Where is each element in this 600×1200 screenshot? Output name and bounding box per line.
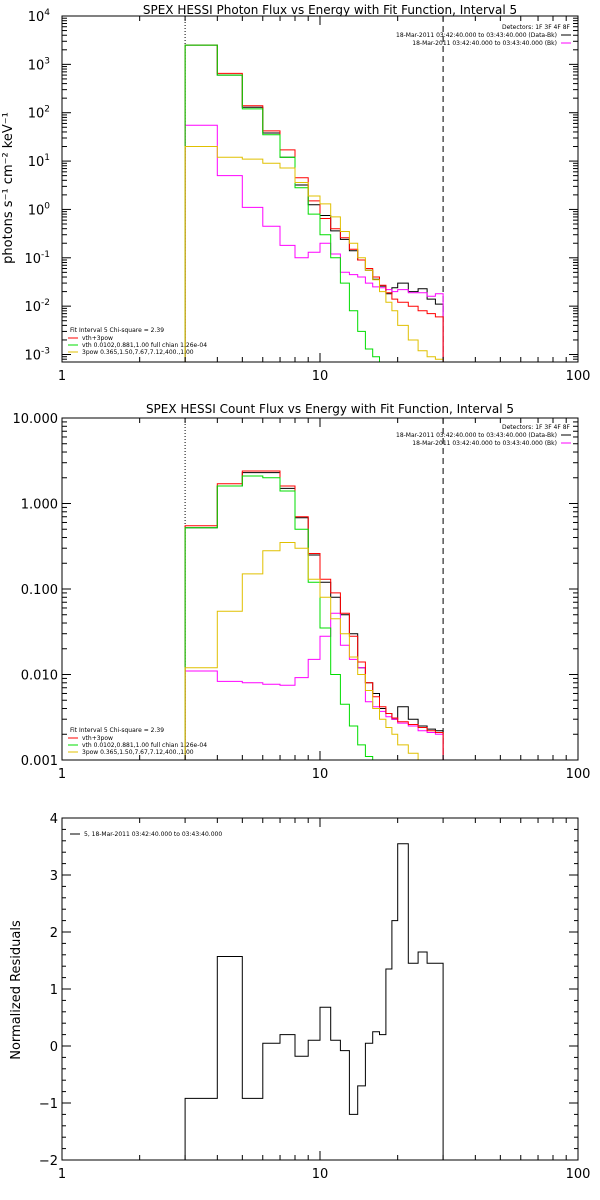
residuals-plot-area — [184, 843, 444, 1160]
legend-3pow: 3pow 0.365,1.50,7.67,7.12,400.,1.00 — [82, 349, 194, 356]
y-tick-label: 0.100 — [21, 583, 58, 598]
series-bk — [184, 124, 444, 362]
legend-detectors: Detectors: 1F 3F 4F 8F — [502, 424, 571, 431]
y-tick-label: 1 — [50, 983, 58, 998]
photon-flux-title: SPEX HESSI Photon Flux vs Energy with Fi… — [143, 3, 517, 17]
photon-flux-plot-area — [184, 16, 444, 362]
x-tick-label: 10 — [312, 1167, 329, 1182]
count-flux-axes: 1 10 100 0.001 0.010 0.100 1.000 10.000 — [13, 412, 591, 782]
residuals-ylabel: Normalized Residuals — [9, 920, 24, 1060]
y-tick-label: 10.000 — [13, 412, 59, 427]
x-tick-label: 100 — [566, 369, 591, 384]
photon-flux-legend-top-right: Detectors: 1F 3F 4F 8F 18-Mar-2011 03:42… — [396, 24, 571, 47]
x-tick-label: 100 — [566, 1167, 591, 1182]
y-tick-label: 104 — [28, 8, 51, 25]
y-tick-label: −2 — [39, 1154, 58, 1169]
photon-flux-panel: SPEX HESSI Photon Flux vs Energy with Fi… — [1, 3, 590, 384]
series-3pow — [184, 146, 444, 362]
photon-flux-frame — [61, 15, 579, 363]
y-tick-label: 101 — [28, 153, 50, 170]
legend-fit-interval: Fit Interval 5 Chi-square = 2.39 — [70, 727, 164, 734]
y-tick-label: 4 — [50, 812, 58, 827]
legend-data-bk: 18-Mar-2011 03:42:40.000 to 03:43:40.000… — [396, 432, 557, 439]
series-data-bk — [184, 472, 444, 760]
legend-vth3pow: vth+3pow — [82, 735, 113, 742]
y-tick-label: 102 — [28, 105, 50, 122]
series-data-bk — [184, 44, 444, 362]
series-3pow — [184, 542, 444, 760]
legend-bk: 18-Mar-2011 03:42:40.000 to 03:43:40.000… — [412, 40, 557, 47]
count-flux-legend-top-right: Detectors: 1F 3F 4F 8F 18-Mar-2011 03:42… — [396, 424, 571, 447]
count-flux-title: SPEX HESSI Count Flux vs Energy with Fit… — [146, 402, 514, 416]
series-5-18-mar-2011-03-42-40-000-to-03-43-40-000 — [184, 843, 444, 1160]
y-tick-label: 10-2 — [24, 298, 50, 315]
y-tick-label: 100 — [28, 201, 51, 218]
x-tick-label: 1 — [58, 767, 66, 782]
y-tick-label: 103 — [28, 56, 50, 73]
x-tick-label: 100 — [566, 767, 591, 782]
y-tick-label: 2 — [50, 926, 58, 941]
y-tick-label: 0.010 — [21, 669, 58, 684]
photon-flux-axes: 1 10 100 10-3 10-2 10-1 100 101 102 103 104 — [24, 8, 590, 384]
x-tick-label: 1 — [58, 369, 66, 384]
series-vth — [184, 44, 444, 362]
y-tick-label: 3 — [50, 869, 58, 884]
residuals-legend: 5, 18-Mar-2011 03:42:40.000 to 03:43:40.… — [70, 831, 222, 838]
y-tick-label: −1 — [39, 1097, 58, 1112]
residuals-frame — [61, 817, 579, 1161]
legend-vth: vth 0.0102,0.881,1.00 full chian 1.26e-0… — [82, 742, 207, 749]
series-vth — [184, 475, 444, 760]
photon-flux-ylabel: photons s⁻¹ cm⁻² keV⁻¹ — [1, 112, 16, 264]
y-tick-label: 1.000 — [21, 498, 58, 513]
legend-3pow: 3pow 0.365,1.50,7.67,7.12,400.,1.00 — [82, 749, 194, 756]
legend-fit-interval: Fit Interval 5 Chi-square = 2.39 — [70, 327, 164, 334]
series-bk — [184, 612, 444, 760]
series-vth-3pow — [184, 470, 444, 760]
photon-flux-legend-bottom-left: Fit Interval 5 Chi-square = 2.39 vth+3po… — [68, 327, 207, 356]
legend-vth3pow: vth+3pow — [82, 335, 113, 342]
x-tick-label: 1 — [58, 1167, 66, 1182]
count-flux-plot-area — [184, 418, 444, 760]
legend-detectors: Detectors: 1F 3F 4F 8F — [502, 24, 571, 31]
x-tick-label: 10 — [312, 369, 329, 384]
legend-bk: 18-Mar-2011 03:42:40.000 to 03:43:40.000… — [412, 440, 557, 447]
legend-data-bk: 18-Mar-2011 03:42:40.000 to 03:43:40.000… — [396, 32, 557, 39]
legend-vth: vth 0.0102,0.881,1.00 full chian 1.26e-0… — [82, 342, 207, 349]
residuals-axes: 1 10 100 −2 −1 0 1 2 3 4 — [39, 812, 591, 1182]
y-tick-label: 0 — [50, 1040, 58, 1055]
x-tick-label: 10 — [312, 767, 329, 782]
legend-residual: 5, 18-Mar-2011 03:42:40.000 to 03:43:40.… — [84, 831, 222, 838]
y-tick-label: 0.001 — [21, 754, 58, 769]
series-vth-3pow — [184, 44, 444, 362]
count-flux-panel: SPEX HESSI Count Flux vs Energy with Fit… — [13, 402, 591, 782]
y-tick-label: 10-1 — [24, 250, 50, 267]
residuals-panel: Normalized Residuals 1 10 100 −2 −1 0 1 2 3 4 5, … — [9, 812, 590, 1182]
y-tick-label: 10-3 — [24, 347, 50, 364]
count-flux-legend-bottom-left: Fit Interval 5 Chi-square = 2.39 vth+3po… — [68, 727, 207, 756]
